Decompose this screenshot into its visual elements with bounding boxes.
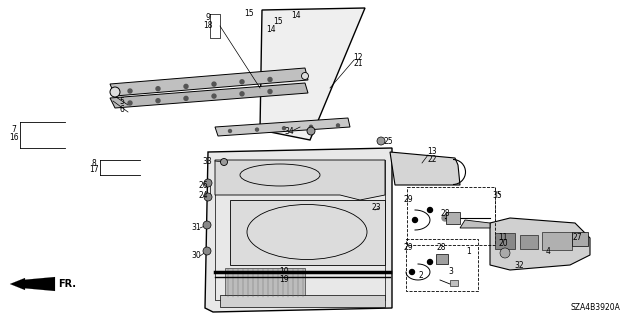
Circle shape (410, 270, 415, 275)
Text: 21: 21 (353, 60, 363, 69)
Circle shape (268, 90, 272, 93)
Polygon shape (490, 218, 590, 270)
Polygon shape (205, 148, 392, 312)
Circle shape (212, 82, 216, 86)
Circle shape (128, 89, 132, 93)
FancyArrowPatch shape (27, 281, 52, 287)
Circle shape (203, 221, 211, 229)
Circle shape (110, 87, 120, 97)
Polygon shape (110, 68, 308, 96)
Text: 29: 29 (403, 196, 413, 204)
Text: 14: 14 (266, 26, 276, 34)
Circle shape (413, 218, 417, 222)
Circle shape (240, 92, 244, 96)
Text: 30: 30 (191, 251, 201, 261)
Bar (436, 254, 448, 264)
Text: 15: 15 (273, 17, 283, 26)
Text: 19: 19 (279, 275, 289, 284)
Text: 29: 29 (403, 243, 413, 253)
Circle shape (156, 99, 160, 103)
Text: 35: 35 (492, 190, 502, 199)
Circle shape (442, 215, 448, 221)
Circle shape (156, 87, 160, 91)
Text: 12: 12 (353, 53, 363, 62)
Circle shape (255, 128, 259, 131)
Polygon shape (215, 160, 385, 200)
Bar (406, 239, 478, 291)
Text: 15: 15 (244, 9, 254, 18)
Bar (572, 232, 588, 246)
Polygon shape (220, 295, 385, 307)
Polygon shape (22, 277, 55, 291)
Text: 28: 28 (440, 209, 450, 218)
Text: 23: 23 (371, 204, 381, 212)
Text: 10: 10 (279, 268, 289, 277)
Circle shape (221, 159, 227, 166)
Text: 18: 18 (204, 20, 212, 29)
Text: 13: 13 (427, 147, 437, 157)
Text: 1: 1 (467, 248, 472, 256)
Circle shape (337, 124, 339, 127)
Circle shape (203, 247, 211, 255)
Bar (450, 280, 458, 286)
Circle shape (212, 94, 216, 98)
Circle shape (282, 127, 285, 130)
Text: 31: 31 (191, 224, 201, 233)
Text: 8: 8 (92, 159, 97, 167)
Polygon shape (215, 118, 350, 136)
Text: 20: 20 (498, 240, 508, 249)
Bar (542, 232, 572, 250)
Circle shape (240, 80, 244, 84)
Circle shape (377, 137, 385, 145)
Circle shape (204, 193, 212, 201)
Polygon shape (225, 268, 305, 298)
Circle shape (228, 130, 232, 132)
Circle shape (307, 127, 315, 135)
Text: 24: 24 (198, 191, 208, 201)
Text: 28: 28 (436, 243, 445, 253)
Circle shape (128, 101, 132, 105)
Bar (520, 235, 538, 249)
Text: 11: 11 (499, 233, 508, 241)
Text: 3: 3 (449, 268, 453, 277)
Text: 14: 14 (291, 11, 301, 20)
Circle shape (204, 179, 212, 187)
Text: 26: 26 (198, 181, 208, 189)
Text: FR.: FR. (58, 279, 76, 289)
Circle shape (428, 207, 433, 212)
Text: 9: 9 (205, 13, 211, 23)
Bar (495, 233, 515, 249)
Polygon shape (230, 200, 385, 265)
Polygon shape (10, 278, 25, 290)
Text: 6: 6 (120, 105, 124, 114)
Text: 2: 2 (419, 271, 424, 279)
Circle shape (268, 78, 272, 81)
Text: 33: 33 (202, 157, 212, 166)
Text: 17: 17 (89, 166, 99, 174)
Text: 4: 4 (545, 247, 550, 256)
Text: 27: 27 (572, 233, 582, 241)
Text: 7: 7 (12, 125, 17, 135)
Circle shape (184, 85, 188, 88)
Bar (446, 212, 460, 224)
Polygon shape (460, 220, 490, 228)
Polygon shape (390, 152, 460, 185)
Text: 34: 34 (284, 127, 294, 136)
Text: 32: 32 (514, 261, 524, 270)
Polygon shape (260, 8, 365, 140)
Text: 5: 5 (120, 98, 124, 107)
Text: 16: 16 (9, 132, 19, 142)
Circle shape (500, 248, 510, 258)
Circle shape (428, 259, 433, 264)
Circle shape (310, 125, 312, 128)
Polygon shape (110, 83, 308, 108)
Text: 25: 25 (383, 137, 393, 145)
Circle shape (184, 96, 188, 100)
Text: SZA4B3920A: SZA4B3920A (570, 303, 620, 312)
Text: 22: 22 (428, 154, 436, 164)
Bar (407, 187, 495, 245)
Circle shape (301, 72, 308, 79)
